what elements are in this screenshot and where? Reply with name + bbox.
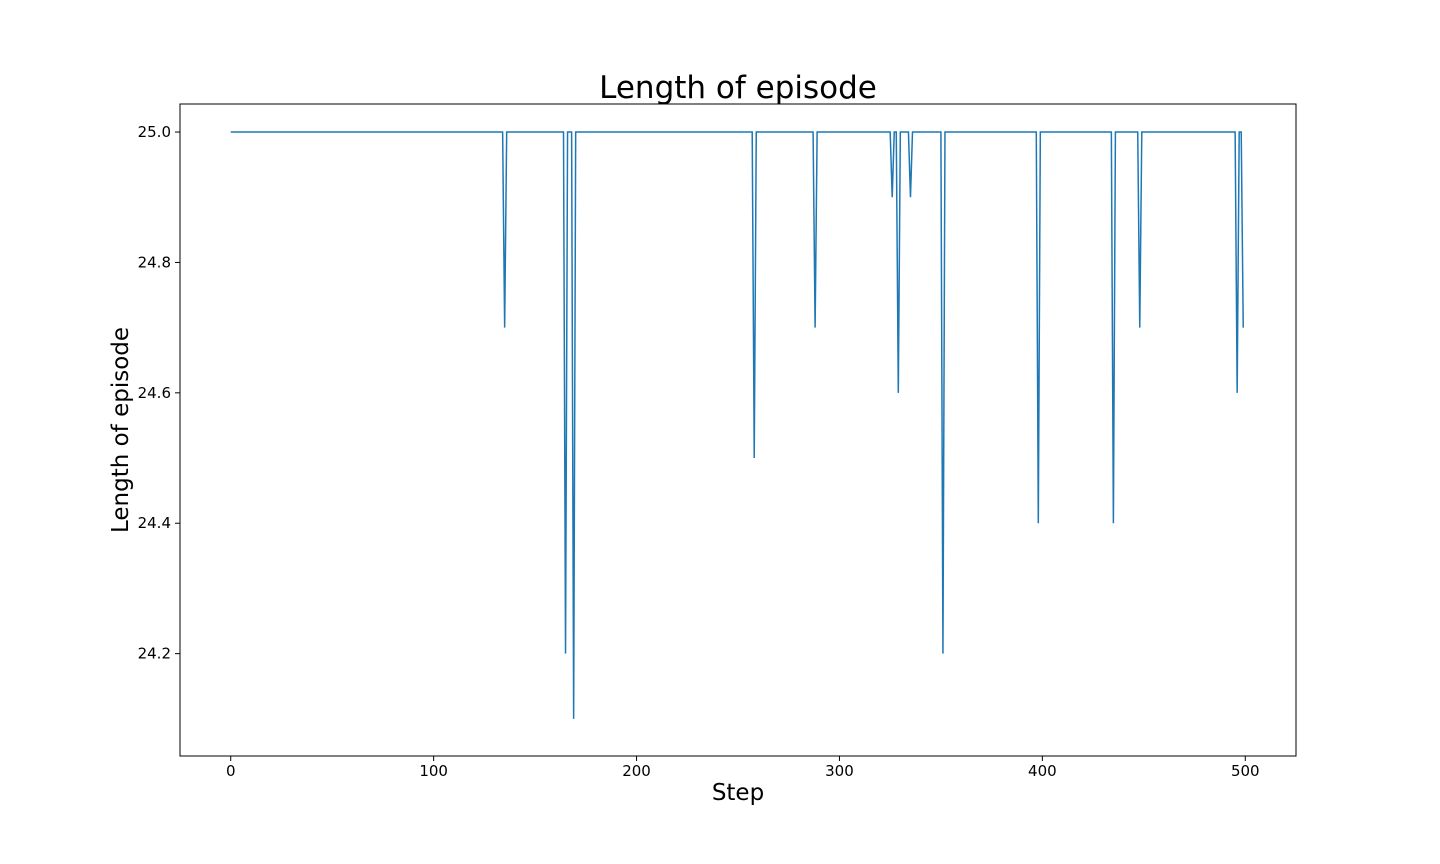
y-axis-label: Length of episode (108, 327, 134, 533)
y-tick-label: 24.4 (138, 514, 171, 532)
x-tick-label: 300 (825, 762, 854, 780)
x-tick-label: 500 (1231, 762, 1260, 780)
x-tick-label: 100 (419, 762, 448, 780)
x-axis-label: Step (712, 780, 764, 806)
x-tick-label: 0 (226, 762, 236, 780)
y-tick-label: 24.2 (138, 645, 171, 663)
y-tick-label: 24.6 (138, 384, 171, 402)
chart-title: Length of episode (599, 70, 877, 106)
series-line (230, 131, 1244, 719)
y-tick-label: 25.0 (138, 123, 171, 141)
y-axis: 24.2 24.4 24.6 24.8 25.0 (138, 123, 180, 663)
y-tick-label: 24.8 (138, 253, 171, 271)
x-tick-label: 200 (622, 762, 651, 780)
plot-frame (179, 103, 1297, 757)
plot-area (179, 103, 1297, 757)
x-axis: 0 100 200 300 400 500 (226, 756, 1260, 780)
x-tick-label: 400 (1028, 762, 1057, 780)
